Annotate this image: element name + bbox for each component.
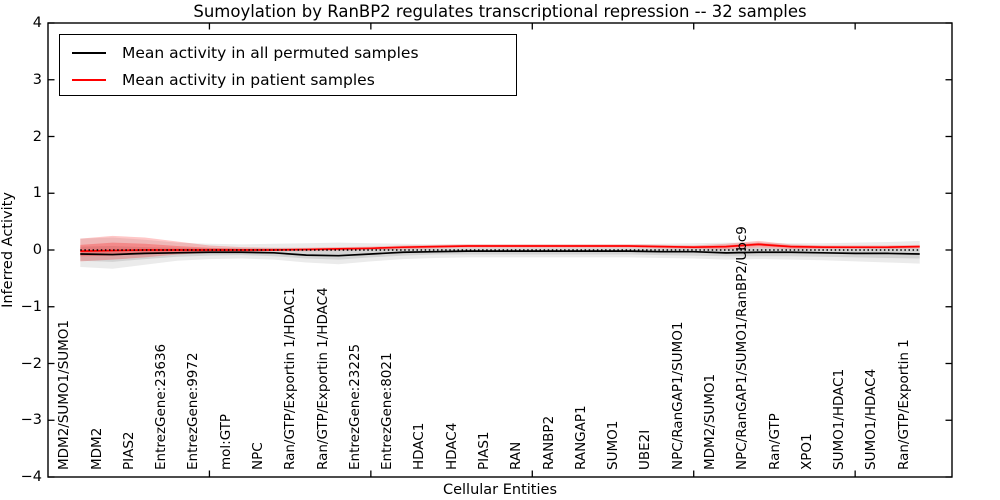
x-category-label: EntrezGene:9972 — [185, 352, 202, 470]
x-category-label: UBE2I — [637, 429, 654, 470]
y-tick-label: 3 — [32, 71, 42, 88]
x-category-label: MDM2/SUMO1 — [702, 373, 718, 470]
legend: Mean activity in all permuted samples Me… — [59, 34, 517, 96]
x-category-label: RANBP2 — [540, 415, 557, 470]
y-tick-label: −1 — [20, 298, 42, 315]
legend-label-patient: Mean activity in patient samples — [122, 70, 375, 89]
y-tick-label: 0 — [32, 242, 42, 258]
chart-title: Sumoylation by RanBP2 regulates transcri… — [193, 2, 807, 21]
x-category-label: Ran/GTP/Exportin 1 — [895, 339, 912, 470]
patient-envelope-inner — [80, 242, 920, 257]
x-category-label: Ran/GTP — [766, 413, 783, 470]
x-category-label: XPO1 — [798, 433, 815, 470]
x-category-label: PIAS2 — [120, 431, 137, 470]
x-category-label: RANGAP1 — [572, 405, 589, 470]
permuted-envelope-outer — [80, 237, 920, 269]
series-line-permuted — [80, 250, 920, 257]
x-category-label: HDAC4 — [443, 422, 460, 470]
y-tick-label: 4 — [32, 15, 42, 31]
x-category-label: EntrezGene:23636 — [153, 343, 170, 470]
x-category-label: EntrezGene:23225 — [346, 343, 363, 470]
x-category-label: SUMO1 — [605, 420, 622, 470]
x-category-label: MDM2 — [88, 427, 105, 470]
y-tick-label: −2 — [20, 355, 42, 372]
legend-line-sample-red — [72, 78, 106, 81]
x-category-label: SUMO1/HDAC1 — [831, 368, 848, 470]
x-category-label: Ran/GTP/Exportin 1/HDAC4 — [314, 287, 331, 470]
x-category-label: NPC/RanGAP1/SUMO1/RanBP2/Ubc9 — [734, 226, 751, 470]
y-tick-label: −4 — [20, 469, 42, 485]
x-axis-label: Cellular Entities — [442, 482, 558, 498]
x-category-label: RAN — [508, 441, 525, 470]
x-category-label: MDM2/SUMO1/SUMO1 — [56, 319, 73, 470]
x-category-label: HDAC1 — [411, 422, 428, 470]
legend-entry-permuted: Mean activity in all permuted samples — [60, 39, 516, 66]
patient-envelope-outer — [80, 235, 920, 262]
x-category-label: PIAS1 — [476, 431, 492, 470]
x-category-label: NPC/RanGAP1/SUMO1 — [669, 321, 686, 470]
legend-line-sample-black — [72, 51, 106, 54]
x-category-label: NPC — [250, 442, 266, 470]
x-category-label: mol:GTP — [217, 413, 234, 470]
y-tick-label: −3 — [20, 412, 42, 429]
legend-entry-patient: Mean activity in patient samples — [60, 66, 516, 93]
y-tick-label: 1 — [32, 185, 42, 202]
y-tick-label: 2 — [32, 128, 42, 145]
x-category-label: Ran/GTP/Exportin 1/HDAC1 — [282, 287, 299, 470]
x-category-label: EntrezGene:8021 — [379, 352, 396, 470]
x-category-label: SUMO1/HDAC4 — [863, 368, 880, 470]
legend-label-permuted: Mean activity in all permuted samples — [122, 43, 419, 62]
